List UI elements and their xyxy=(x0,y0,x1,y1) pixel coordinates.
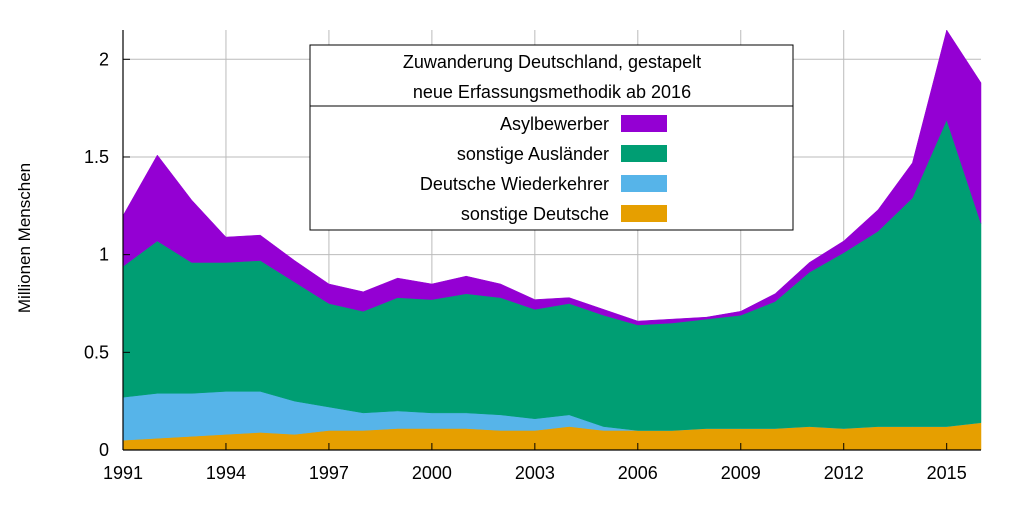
legend-swatch-sonstige-deutsche xyxy=(621,205,667,222)
legend-label-asylbewerber: Asylbewerber xyxy=(500,114,609,134)
x-tick-label: 2012 xyxy=(824,463,864,483)
x-tick-label: 1994 xyxy=(206,463,246,483)
x-tick-label: 2003 xyxy=(515,463,555,483)
legend-title: Zuwanderung Deutschland, gestapelt xyxy=(403,52,701,72)
y-tick-label: 0 xyxy=(99,440,109,460)
legend: Zuwanderung Deutschland, gestapelt neue … xyxy=(309,44,794,231)
x-tick-label: 2015 xyxy=(927,463,967,483)
y-axis-title: Millionen Menschen xyxy=(15,163,34,313)
y-tick-label: 1 xyxy=(99,245,109,265)
area-series xyxy=(122,29,982,451)
legend-swatch-deutsche-wiederkehrer xyxy=(621,175,667,192)
legend-swatch-asylbewerber xyxy=(621,115,667,132)
y-tick-label: 1.5 xyxy=(84,147,109,167)
legend-swatch-sonstige-ausl-nder xyxy=(621,145,667,162)
x-tick-label: 1997 xyxy=(309,463,349,483)
x-tick-label: 1991 xyxy=(103,463,143,483)
x-tick-label: 2000 xyxy=(412,463,452,483)
y-tick-label: 2 xyxy=(99,49,109,69)
legend-label-sonstige-ausl-nder: sonstige Ausländer xyxy=(457,144,609,164)
legend-label-sonstige-deutsche: sonstige Deutsche xyxy=(461,204,609,224)
legend-entries: Asylbewerber sonstige Ausländer Deutsche W… xyxy=(420,114,667,224)
area-asylbewerber xyxy=(122,29,982,326)
tick-labels: 1991 1994 1997 2000 2003 2006 2009 2012 2015 0 0.5… xyxy=(84,49,967,483)
x-tick-label: 2006 xyxy=(618,463,658,483)
y-tick-label: 0.5 xyxy=(84,342,109,362)
legend-subtitle: neue Erfassungsmethodik ab 2016 xyxy=(413,82,691,102)
x-tick-label: 2009 xyxy=(721,463,761,483)
axes xyxy=(122,30,981,451)
legend-box xyxy=(309,44,794,231)
legend-label-deutsche-wiederkehrer: Deutsche Wiederkehrer xyxy=(420,174,609,194)
